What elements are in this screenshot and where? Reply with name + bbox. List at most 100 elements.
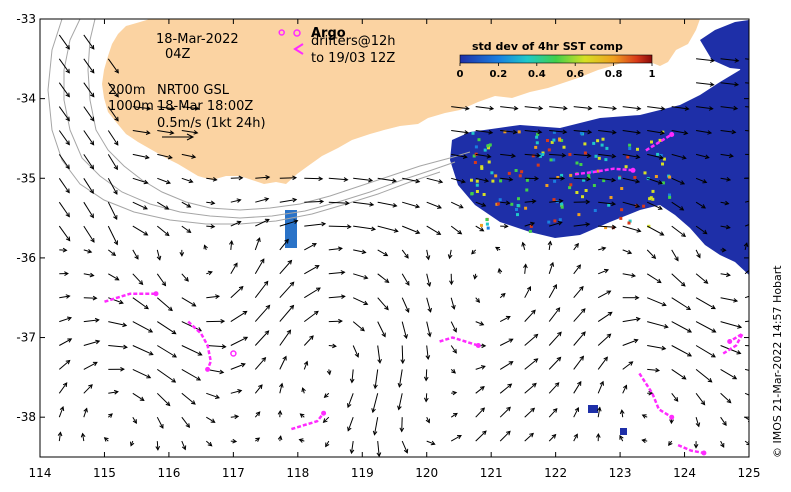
- current-arrow: [132, 297, 149, 310]
- current-arrow: [279, 304, 295, 322]
- current-arrow: [254, 411, 261, 418]
- sst-speck: [601, 137, 605, 141]
- argo-floats: [230, 29, 285, 357]
- sst-speck: [661, 181, 665, 185]
- current-arrow: [58, 225, 71, 242]
- sst-speck: [474, 145, 478, 149]
- drifter-endpoint: [727, 339, 733, 344]
- current-arrow: [279, 175, 298, 181]
- current-arrow: [157, 130, 175, 135]
- sst-speck: [656, 152, 660, 156]
- current-arrow: [598, 177, 617, 183]
- current-arrow: [548, 307, 561, 322]
- colorbar-tick-label: 0.8: [605, 69, 623, 80]
- current-arrow: [495, 246, 501, 252]
- sst-speck: [662, 157, 666, 161]
- current-arrow: [696, 82, 715, 87]
- current-arrow: [132, 392, 145, 401]
- axis-ticks: 114 115 116 117 118 119 120 121 122 123 124 125 -33 -…: [16, 12, 760, 480]
- current-arrow: [647, 345, 667, 351]
- current-arrow: [230, 285, 244, 299]
- drifter-legend-date: to 19/03 12Z: [311, 51, 395, 66]
- current-arrow: [181, 105, 200, 111]
- current-arrow: [745, 58, 749, 60]
- current-arrow: [597, 380, 604, 394]
- current-arrow: [671, 297, 692, 311]
- current-arrow: [353, 249, 367, 255]
- current-arrow: [696, 130, 713, 135]
- current-arrow: [206, 294, 221, 300]
- current-arrow: [230, 310, 248, 323]
- current-arrow: [671, 130, 689, 136]
- current-arrow: [157, 201, 170, 210]
- current-arrow: [59, 338, 73, 346]
- current-arrow: [549, 198, 564, 204]
- current-arrow: [279, 382, 284, 394]
- current-arrow: [83, 58, 95, 74]
- current-arrow: [671, 106, 690, 111]
- current-arrow: [132, 130, 151, 135]
- current-arrow: [500, 223, 509, 229]
- current-arrow: [744, 200, 749, 203]
- colorbar: std dev of 4hr SST comp 0 0.2 0.4 0.6 0.8 1: [457, 40, 656, 80]
- current-arrow: [500, 176, 514, 182]
- sst-speck: [529, 224, 533, 228]
- sst-speck: [547, 148, 551, 152]
- current-arrow: [744, 392, 749, 396]
- current-arrow: [671, 153, 687, 160]
- sst-speck: [539, 153, 542, 157]
- colorbar-tick-label: 0.6: [566, 69, 584, 80]
- sst-speck: [490, 171, 494, 175]
- current-arrow: [573, 406, 579, 418]
- current-arrow: [720, 224, 731, 230]
- drifter-legend: drifters@12h to 19/03 12Z: [293, 34, 396, 66]
- sst-speck: [552, 138, 556, 142]
- current-arrow: [58, 406, 65, 418]
- current-arrow: [473, 273, 478, 280]
- current-arrow: [426, 440, 436, 446]
- drifter-endpoint: [701, 450, 707, 456]
- current-arrow: [619, 434, 624, 442]
- current-arrow: [524, 129, 543, 135]
- current-arrow: [499, 383, 513, 394]
- current-arrow: [279, 238, 289, 251]
- current-arrow: [107, 413, 113, 418]
- sst-speck: [503, 130, 507, 134]
- current-arrow: [500, 129, 518, 135]
- sst-speck: [605, 146, 609, 150]
- current-arrow: [372, 417, 379, 436]
- current-arrow: [745, 320, 749, 323]
- current-arrow: [647, 177, 663, 185]
- current-arrow: [475, 153, 492, 159]
- current-arrow: [524, 309, 536, 322]
- colorbar-tick-label: 1: [649, 69, 656, 80]
- current-arrow: [475, 105, 495, 111]
- sst-speck: [547, 220, 551, 224]
- current-arrow: [695, 417, 701, 428]
- current-arrow: [304, 176, 324, 182]
- current-arrow: [132, 416, 137, 425]
- current-arrow: [181, 440, 187, 451]
- current-arrow: [696, 58, 715, 63]
- current-arrow: [744, 223, 749, 227]
- sst-speck: [520, 170, 524, 174]
- current-arrow: [720, 105, 739, 111]
- bathymetry-contours: [47, 19, 471, 225]
- current-arrow: [475, 129, 494, 135]
- sst-speck: [534, 145, 538, 149]
- sst-speck: [633, 176, 637, 179]
- current-arrow: [83, 407, 88, 418]
- current-arrow: [254, 330, 270, 346]
- current-arrow: [179, 249, 185, 257]
- sst-speck: [549, 158, 553, 162]
- current-arrow: [58, 201, 70, 218]
- current-arrow: [598, 246, 607, 252]
- current-arrow: [499, 361, 514, 370]
- sst-speck: [486, 226, 490, 230]
- current-arrow: [108, 344, 128, 350]
- sst-speck: [515, 208, 518, 211]
- current-arrow: [720, 416, 727, 427]
- current-arrow: [83, 248, 93, 254]
- current-arrow: [58, 382, 68, 394]
- sst-speck: [568, 186, 572, 190]
